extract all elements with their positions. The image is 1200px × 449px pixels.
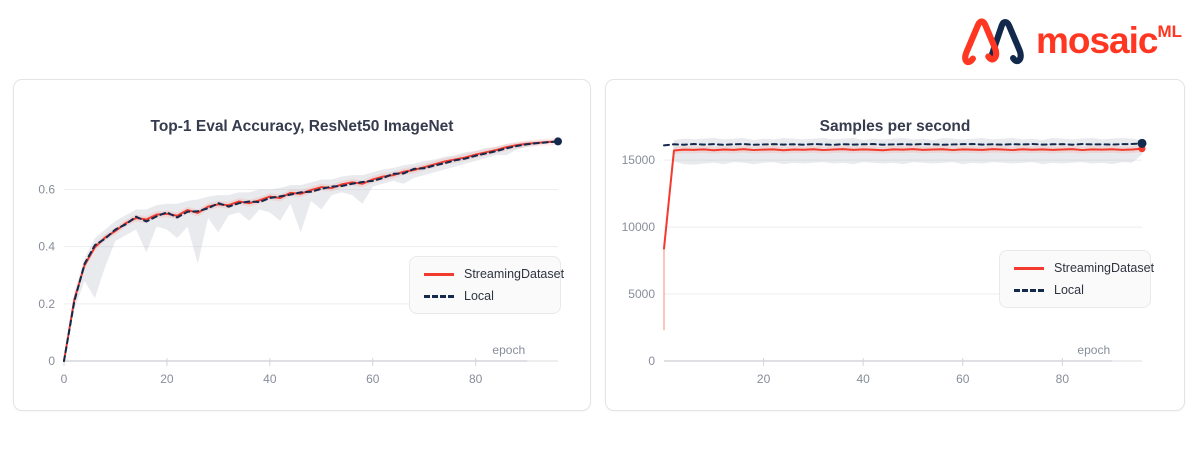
logo-wordmark: mosaicML [1035,19,1182,61]
accuracy-plot-svg: 0 0.2 0.4 0.6 0 20 40 60 80 epoch [38,137,562,386]
legend-label-streamingdataset: StreamingDataset [464,267,565,281]
svg-text:60: 60 [366,372,380,386]
legend-swatch-streamingdataset [1014,266,1044,270]
chart-card-throughput: 0 5000 10000 15000 20 40 60 80 epoch Samples per… [605,79,1185,411]
legend-item-local: Local [1014,283,1136,297]
svg-text:0: 0 [648,354,655,368]
legend-label-streamingdataset: StreamingDataset [1054,261,1155,275]
logo-superscript: ML [1157,21,1182,41]
svg-text:15000: 15000 [622,153,656,167]
svg-text:5000: 5000 [628,287,655,301]
legend-box: StreamingDataset Local [999,250,1154,308]
svg-text:epoch: epoch [492,343,525,357]
legend-item-local: Local [424,289,546,303]
legend-label-local: Local [464,289,494,303]
legend-swatch-streamingdataset [424,272,454,276]
chart-title-throughput: Samples per second [819,118,971,135]
svg-text:40: 40 [856,372,870,386]
svg-text:epoch: epoch [1077,343,1110,357]
legend-swatch-local [424,294,454,298]
svg-text:10000: 10000 [622,220,656,234]
svg-text:0: 0 [61,372,68,386]
legend-swatch-local [1014,288,1044,292]
mosaicml-logo: mosaicML [962,14,1182,66]
svg-text:80: 80 [1056,372,1070,386]
chart-title-accuracy: Top-1 Eval Accuracy, ResNet50 ImageNet [150,118,454,135]
svg-text:40: 40 [263,372,277,386]
legend-box: StreamingDataset Local [409,256,564,314]
svg-text:0.6: 0.6 [38,182,55,196]
svg-text:20: 20 [757,372,771,386]
svg-text:0.4: 0.4 [38,240,55,254]
svg-text:0: 0 [48,354,55,368]
svg-text:20: 20 [160,372,174,386]
legend-item-streamingdataset: StreamingDataset [1014,261,1154,275]
svg-text:80: 80 [469,372,483,386]
chart-card-accuracy: 0 0.2 0.4 0.6 0 20 40 60 80 epoch Top-1 Eval Accu… [13,79,591,411]
mosaicml-logo-mark-icon [962,18,1024,66]
legend-label-local: Local [1054,283,1084,297]
svg-text:0.2: 0.2 [38,297,55,311]
svg-text:60: 60 [956,372,970,386]
legend-item-streamingdataset: StreamingDataset [424,267,564,281]
